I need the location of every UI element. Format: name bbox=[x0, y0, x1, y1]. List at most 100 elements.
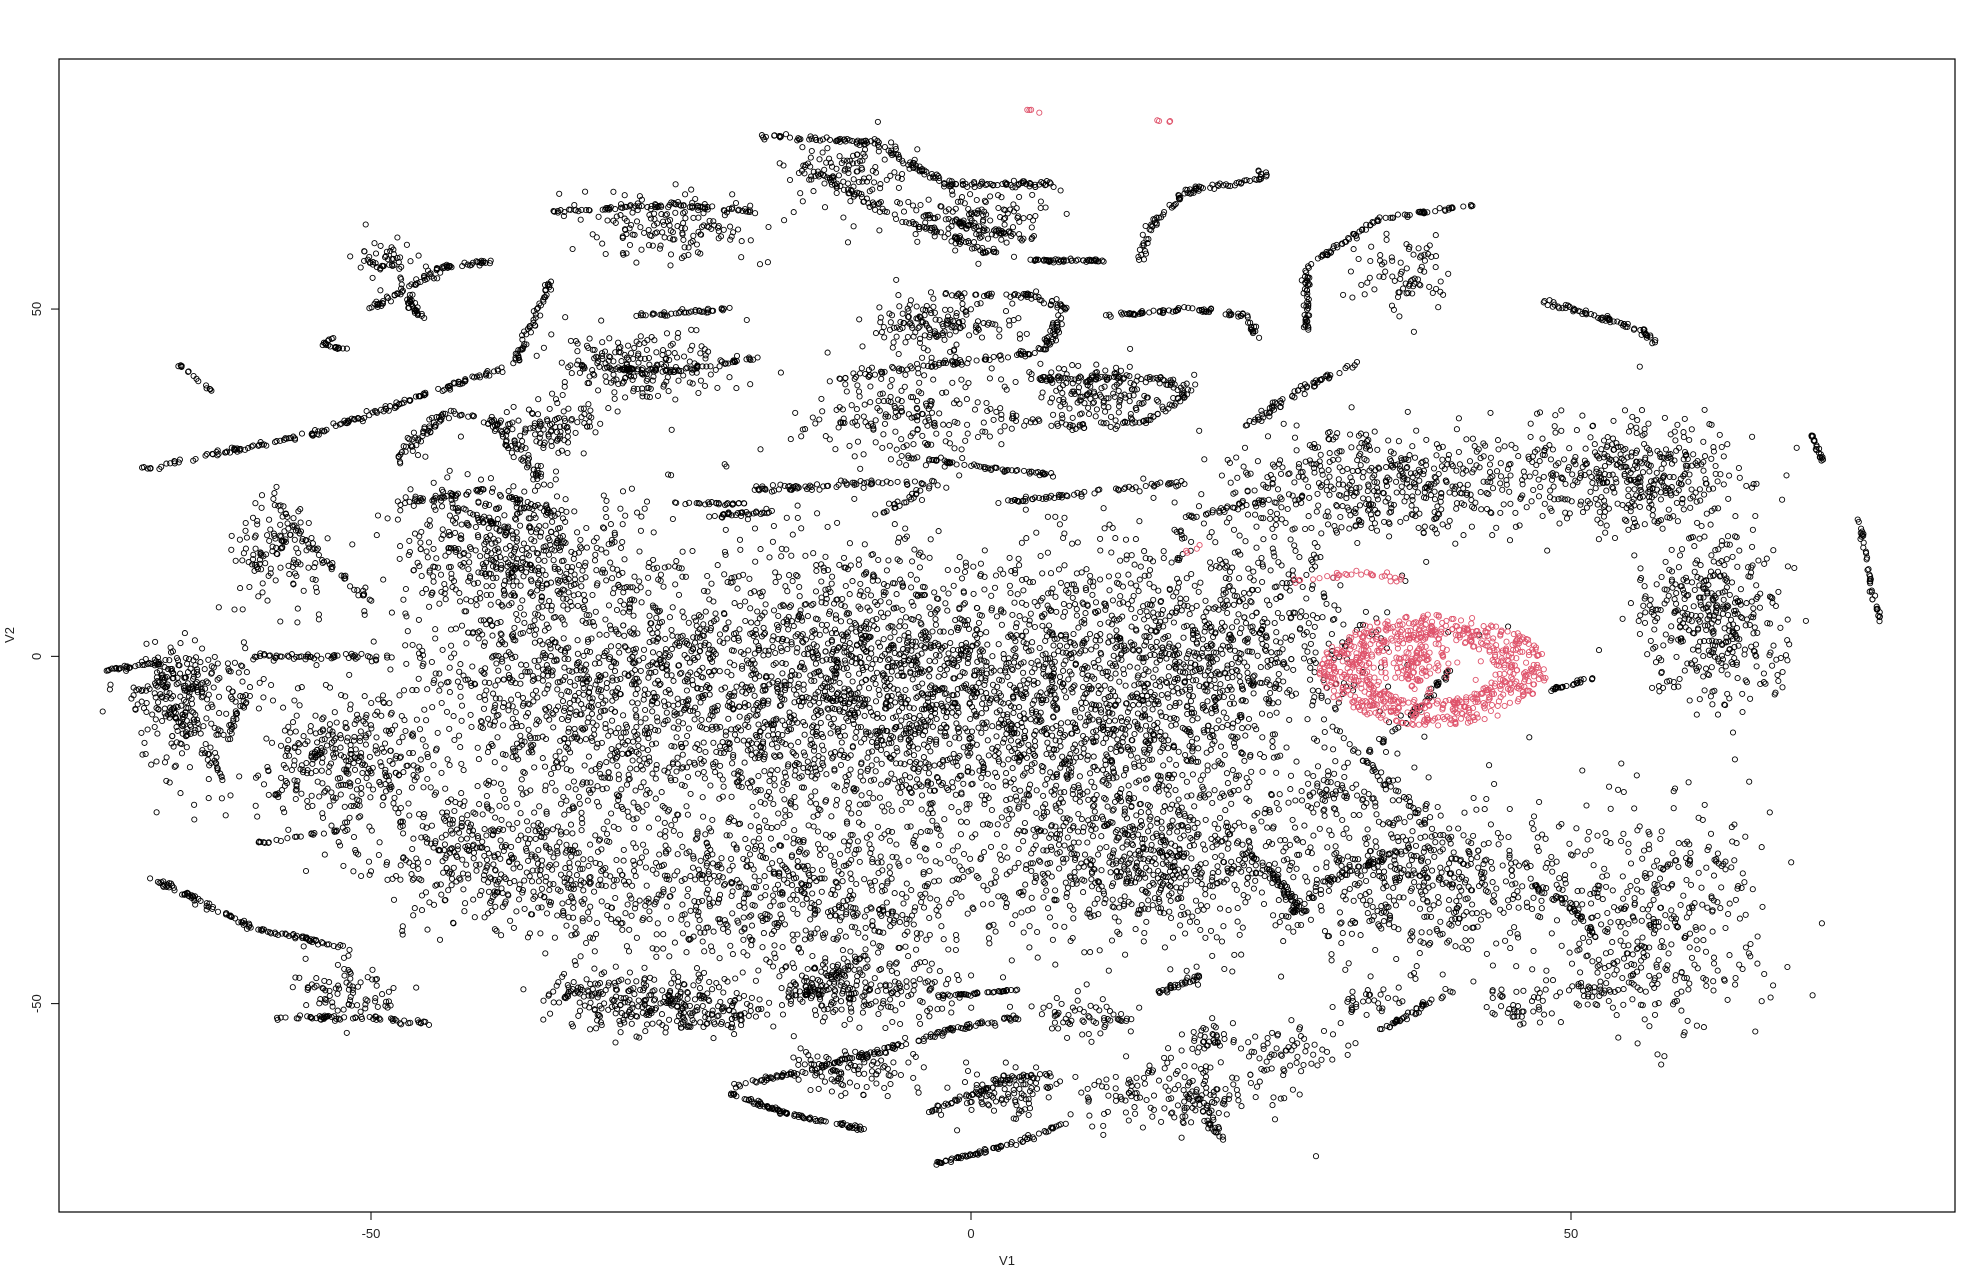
data-point bbox=[1144, 613, 1151, 620]
data-point bbox=[457, 693, 464, 700]
data-point bbox=[519, 546, 526, 553]
data-point bbox=[960, 601, 967, 608]
data-point bbox=[529, 677, 536, 684]
data-point bbox=[1505, 623, 1512, 630]
data-point bbox=[564, 606, 571, 613]
data-point bbox=[1232, 775, 1239, 782]
data-point bbox=[565, 656, 572, 663]
data-point bbox=[1267, 567, 1274, 574]
data-point bbox=[518, 673, 525, 680]
data-point bbox=[1181, 602, 1188, 609]
data-point bbox=[800, 718, 807, 726]
data-point bbox=[388, 609, 395, 616]
data-point bbox=[505, 671, 512, 679]
data-point bbox=[857, 580, 864, 587]
data-point bbox=[740, 855, 747, 862]
data-point bbox=[914, 745, 921, 752]
data-point bbox=[535, 718, 542, 725]
data-point bbox=[527, 742, 534, 749]
data-point bbox=[370, 638, 377, 645]
data-point bbox=[998, 814, 1005, 821]
data-point bbox=[895, 784, 902, 791]
data-point bbox=[1125, 571, 1132, 578]
data-point bbox=[635, 736, 642, 743]
data-point bbox=[1240, 589, 1248, 596]
data-point bbox=[409, 687, 416, 694]
data-point bbox=[787, 896, 794, 903]
data-point bbox=[632, 659, 639, 666]
data-point bbox=[912, 684, 919, 691]
data-point bbox=[1297, 614, 1304, 621]
data-point bbox=[955, 808, 962, 815]
data-point bbox=[1102, 735, 1109, 742]
data-point bbox=[1341, 764, 1348, 771]
data-point bbox=[553, 759, 560, 766]
data-point bbox=[627, 597, 634, 604]
data-point bbox=[878, 859, 885, 866]
data-point bbox=[1234, 667, 1241, 674]
data-point bbox=[891, 776, 898, 783]
data-point bbox=[787, 602, 795, 609]
data-point bbox=[800, 784, 807, 791]
data-point bbox=[653, 765, 660, 772]
data-point bbox=[436, 670, 443, 677]
data-point bbox=[964, 749, 971, 756]
data-point bbox=[1141, 706, 1148, 713]
data-point bbox=[1229, 767, 1236, 774]
data-point bbox=[660, 886, 667, 893]
data-point bbox=[1079, 670, 1086, 677]
data-point bbox=[756, 877, 763, 884]
data-point bbox=[402, 610, 409, 617]
data-point bbox=[656, 607, 663, 614]
data-point bbox=[794, 645, 801, 652]
data-point bbox=[751, 588, 758, 595]
data-point bbox=[718, 855, 725, 862]
data-point bbox=[612, 694, 619, 701]
data-point bbox=[603, 648, 610, 655]
data-point bbox=[625, 750, 632, 757]
data-point bbox=[836, 561, 843, 568]
data-point bbox=[657, 831, 664, 838]
data-point bbox=[1233, 618, 1240, 625]
data-point bbox=[903, 782, 910, 789]
data-point bbox=[484, 801, 491, 808]
data-point bbox=[696, 634, 704, 641]
data-point bbox=[643, 801, 650, 808]
data-point bbox=[404, 628, 411, 635]
data-point bbox=[518, 723, 525, 730]
data-point bbox=[901, 535, 909, 542]
data-point bbox=[1311, 540, 1318, 547]
data-point bbox=[731, 662, 738, 669]
data-point bbox=[745, 845, 752, 852]
data-point bbox=[837, 761, 845, 769]
data-point bbox=[1300, 655, 1308, 662]
data-point bbox=[796, 774, 803, 781]
data-point bbox=[800, 681, 807, 688]
data-point bbox=[865, 685, 873, 692]
data-point bbox=[414, 559, 421, 566]
data-point bbox=[799, 617, 806, 624]
data-point bbox=[732, 630, 739, 637]
data-point bbox=[588, 635, 595, 642]
data-point bbox=[728, 575, 735, 582]
data-point bbox=[941, 816, 948, 823]
data-point bbox=[498, 601, 505, 608]
data-point bbox=[665, 471, 672, 478]
data-point bbox=[705, 716, 713, 723]
data-point bbox=[627, 584, 634, 591]
data-point bbox=[560, 707, 568, 714]
data-point bbox=[586, 695, 593, 702]
data-point bbox=[361, 608, 368, 615]
data-point bbox=[1129, 702, 1137, 709]
data-point bbox=[739, 688, 746, 695]
data-point bbox=[684, 732, 691, 740]
data-point bbox=[436, 687, 443, 694]
points-layer bbox=[99, 106, 1883, 1168]
data-point bbox=[865, 749, 872, 756]
data-point bbox=[580, 705, 587, 712]
data-point bbox=[1216, 814, 1224, 821]
data-point bbox=[643, 882, 650, 889]
data-point bbox=[626, 608, 633, 615]
data-point bbox=[391, 794, 398, 801]
data-point bbox=[730, 635, 737, 642]
